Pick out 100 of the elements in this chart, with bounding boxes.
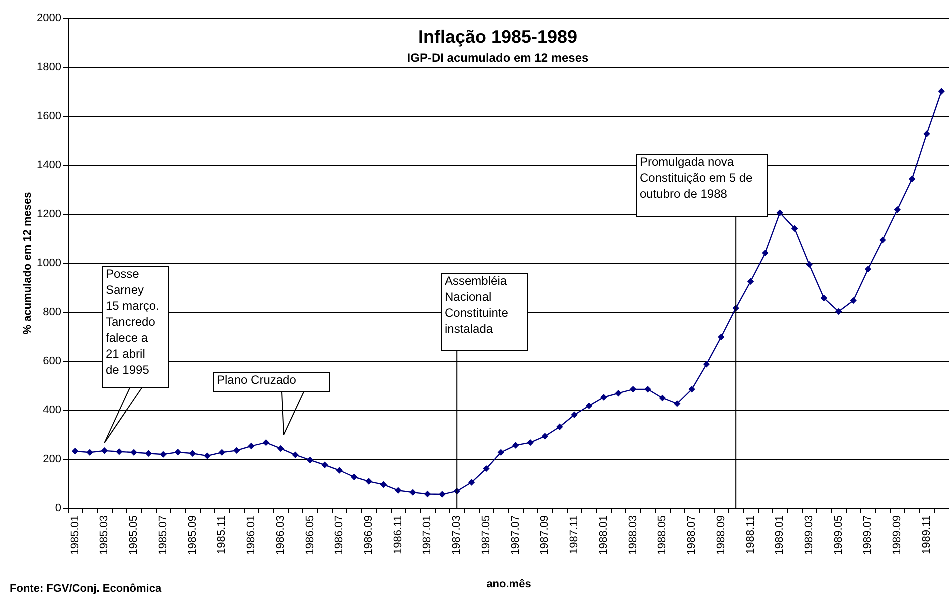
point (542, 433, 549, 440)
point (762, 250, 769, 257)
point (894, 206, 901, 214)
x-tick-label: 1989.05 (832, 516, 845, 556)
x-tick-label: 1985.11 (216, 516, 228, 554)
point (116, 448, 123, 456)
point (410, 489, 416, 496)
source-note: Fonte: FGV/Conj. Econômica (10, 583, 162, 595)
x-tick-label: 1985.07 (157, 516, 170, 556)
x-tick-label: 1987.09 (539, 516, 552, 556)
x-tick-label: 1987.05 (480, 516, 492, 556)
point (600, 394, 608, 401)
point (806, 261, 813, 268)
x-tick-label: 1986.03 (274, 516, 287, 556)
point (395, 487, 402, 494)
point (189, 450, 196, 457)
point (512, 442, 520, 449)
point (86, 449, 94, 456)
point (278, 445, 284, 452)
point (586, 402, 593, 410)
x-tick-label: 1986.11 (392, 516, 404, 554)
point (160, 451, 167, 458)
x-tick-label: 1986.05 (304, 516, 316, 556)
x-tick-label: 1988.05 (656, 516, 669, 556)
annotation: Plano Cruzado (217, 373, 297, 387)
x-tick-label: 1986.07 (334, 516, 346, 556)
x-tick-label: 1989.07 (862, 516, 874, 556)
point (571, 412, 578, 418)
point (791, 225, 798, 232)
point (924, 130, 930, 138)
point (248, 442, 255, 450)
y-tick-label: 2000 (37, 12, 62, 24)
point (820, 294, 828, 302)
annotation: Posse Sarney 15 março. Tancredo falece a 21 abril de 1995 (106, 267, 160, 377)
point (908, 176, 916, 183)
point (218, 449, 226, 456)
x-tick-label: 1988.09 (715, 516, 728, 556)
y-tick-label: 200 (43, 454, 62, 466)
x-tick-label: 1988.03 (627, 516, 640, 556)
x-tick-label: 1987.01 (422, 516, 434, 556)
y-tick-label: 0 (55, 502, 62, 514)
x-tick-label: 1985.05 (128, 516, 140, 556)
x-tick-label: 1988.11 (744, 516, 757, 554)
point (850, 297, 857, 304)
point (880, 236, 886, 244)
x-tick-label: 1987.03 (451, 516, 464, 556)
point (234, 447, 240, 454)
point (439, 491, 446, 498)
point (644, 386, 652, 393)
point (101, 448, 108, 454)
point (130, 449, 138, 456)
point (836, 308, 842, 316)
y-tick-label: 400 (43, 404, 62, 416)
point (424, 490, 432, 498)
y-axis-title: % acumulado em 12 meses (22, 192, 34, 335)
point (322, 462, 328, 468)
x-tick-label: 1989.03 (804, 516, 816, 556)
point (350, 474, 358, 480)
x-tick-label: 1985.01 (69, 516, 82, 556)
point (262, 439, 270, 446)
point (380, 481, 388, 488)
y-tick-label: 1200 (37, 208, 62, 220)
point (174, 449, 182, 456)
ref-line-label: Assembléia Nacional Constituinte instalada (445, 274, 509, 336)
point (615, 390, 622, 397)
point (659, 394, 666, 402)
x-tick-label: 1986.01 (246, 516, 258, 556)
point (864, 266, 872, 273)
y-tick-label: 800 (43, 306, 62, 318)
y-tick-label: 1000 (37, 258, 62, 270)
point (688, 386, 696, 393)
point (630, 386, 637, 393)
text: Promulgada nova Constituição em 5 de outubro de 1988 (640, 155, 753, 201)
point (703, 361, 710, 368)
point (292, 452, 299, 458)
point (336, 467, 343, 474)
point (938, 88, 946, 95)
point (306, 456, 314, 464)
x-tick-label: 1987.07 (510, 516, 522, 556)
point (776, 210, 784, 216)
point (747, 278, 754, 285)
text: Inflação 1985-1989 (418, 27, 578, 47)
y-tick-label: 1400 (37, 160, 62, 172)
point (366, 478, 372, 485)
x-tick-label: 1986.09 (363, 516, 376, 556)
point (527, 439, 534, 446)
point (468, 479, 476, 486)
point (718, 334, 725, 341)
point (674, 400, 681, 408)
text: IGP-DI acumulado em 12 meses (407, 51, 590, 65)
point (204, 452, 211, 460)
x-tick-label: 1985.09 (186, 516, 199, 556)
y-tick-label: 1600 (37, 110, 62, 122)
point (483, 465, 490, 472)
y-tick-label: 1800 (37, 62, 62, 74)
x-axis-title: ano.mês (486, 578, 532, 590)
x-tick-label: 1989.11 (920, 516, 933, 554)
point (556, 424, 564, 431)
x-tick-label: 1988.07 (686, 516, 698, 556)
point (72, 448, 79, 455)
